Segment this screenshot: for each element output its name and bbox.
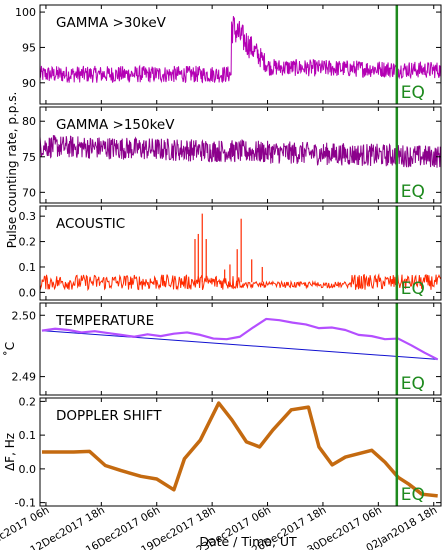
panel-frame xyxy=(39,4,442,105)
ytick-label: 0.0 xyxy=(19,286,37,299)
series-line xyxy=(40,16,441,84)
ytick-label: 0.0 xyxy=(19,463,37,476)
panel-frame xyxy=(39,302,442,396)
ytick-label: 0.1 xyxy=(19,261,37,274)
ytick-label: 2.50 xyxy=(12,309,37,322)
panel-2: EQ GAMMA >150keV 70 75 80 xyxy=(22,106,442,204)
temperature-trend-line xyxy=(41,330,438,360)
ytick-label: 2.49 xyxy=(12,371,37,384)
x-axis-label: Date / Time, UT xyxy=(199,534,297,549)
eq-label: EQ xyxy=(401,83,425,103)
ytick-label: 0.2 xyxy=(19,395,37,408)
ytick-label: 0.2 xyxy=(19,236,37,249)
panel-1: EQ GAMMA >30keV 90 95 100 xyxy=(15,4,442,105)
ytick-label: 75 xyxy=(22,151,36,164)
plot-area xyxy=(40,16,441,84)
panel-4: EQ TEMPERATURE 2.49 2.50 ˚C xyxy=(2,302,442,396)
temperature-unit-label: ˚C xyxy=(2,342,17,356)
plot-area xyxy=(40,213,441,292)
panel-frame xyxy=(39,106,442,204)
eq-label: EQ xyxy=(401,374,425,394)
panel-title: TEMPERATURE xyxy=(55,313,154,329)
panel-title: DOPPLER SHIFT xyxy=(56,408,162,424)
plot-area xyxy=(41,401,438,498)
doppler-ylabel: ΔF, Hz xyxy=(3,433,17,471)
ytick-label: 95 xyxy=(22,41,36,54)
series-line xyxy=(40,135,441,168)
panel-title: GAMMA >150keV xyxy=(56,117,175,133)
panel-title: ACOUSTIC xyxy=(56,216,125,232)
series-line xyxy=(40,273,441,292)
ytick-label: 0.1 xyxy=(19,429,37,442)
panel-frame xyxy=(39,397,442,507)
panel-5: EQ DOPPLER SHIFT -0.1 0.0 0.1 0.2 ΔF, Hz xyxy=(3,395,442,510)
ytick-label: 80 xyxy=(22,115,36,128)
left-ylabel: Pulse counting rate, p.p.s. xyxy=(5,92,19,249)
plot-area xyxy=(40,135,441,168)
ytick-label: 100 xyxy=(15,6,36,19)
ytick-label: -0.1 xyxy=(15,497,36,510)
ytick-label: 90 xyxy=(22,77,36,90)
ytick-label: 70 xyxy=(22,186,36,199)
eq-label: EQ xyxy=(401,182,425,202)
eq-label: EQ xyxy=(401,279,425,299)
doppler-line xyxy=(41,401,438,498)
panel-3: EQ ACOUSTIC 0.0 0.1 0.2 0.3 xyxy=(19,205,442,301)
eq-label: EQ xyxy=(401,485,425,505)
ytick-label: 0.3 xyxy=(19,210,37,223)
temperature-line xyxy=(41,317,439,361)
panel-title: GAMMA >30keV xyxy=(56,15,167,31)
panel-frame xyxy=(39,205,442,301)
plot-area xyxy=(41,317,439,361)
